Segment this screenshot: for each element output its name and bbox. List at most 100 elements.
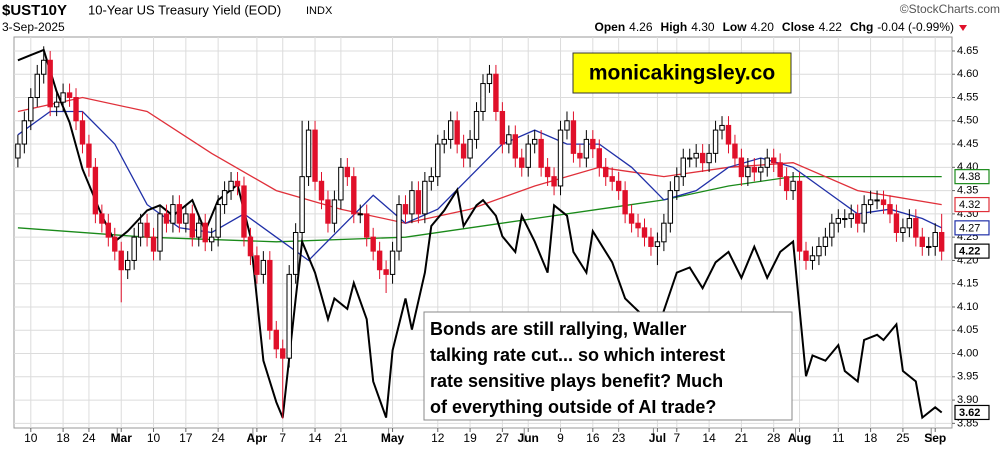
x-tick-label: 21 [334,431,348,445]
candle-body [383,269,389,275]
candle-body [331,199,338,224]
candle-body [389,250,396,275]
candle-body [286,273,292,359]
candle-body [486,73,493,85]
watermark-box [572,52,792,94]
instrument-name: 10-Year US Treasury Yield (EOD) [88,2,281,17]
candle-body [351,176,357,215]
candle-body [305,129,312,178]
candle-body [118,250,124,271]
candle-body [60,92,66,103]
candle-body [919,236,925,247]
candle-body [725,124,732,145]
y-tick-label: 4.55 [957,91,978,103]
candle-body [396,204,402,252]
candle-body [422,180,428,215]
last-value-box [954,169,990,185]
candle-body [635,222,641,229]
candle-body [803,250,809,261]
last-value-box [954,220,990,236]
y-tick-label: 4.15 [957,278,978,290]
x-tick-label: 19 [463,431,477,445]
x-tick-label: 14 [702,431,716,445]
x-tick-label: 11 [832,431,845,445]
candle-body [499,110,506,145]
candle-body [208,236,215,243]
candle-body [105,222,112,238]
candle-body [454,120,460,145]
candle-body [738,157,745,178]
candle-body [512,134,519,159]
quote-value: 4.22 [819,20,843,34]
candle-body [493,73,499,112]
candle-body [447,120,454,140]
candle-body [615,180,622,192]
candle-body [525,143,531,168]
x-tick-label: 10 [147,431,161,445]
annotation-text: talking rate cut... so which interest [430,345,725,365]
candle-body [280,348,286,359]
candle-body [693,152,699,159]
candle-body [325,199,331,224]
y-tick-label: 3.95 [957,371,978,383]
x-tick-label: 12 [431,431,445,445]
candle-body [564,120,570,131]
x-tick-label: 9 [557,431,564,445]
candle-body [467,138,473,159]
candle-body [887,204,893,215]
last-value-label: 3.62 [959,407,980,419]
last-value-label: 4.22 [959,246,980,258]
quote-label: High [661,20,688,34]
last-value-label: 4.27 [959,222,980,234]
quote-value: 4.26 [629,20,653,34]
x-tick-label: 7 [279,431,286,445]
x-tick-label: May [381,431,405,445]
y-tick-label: 4.45 [957,138,978,150]
candle-body [357,213,363,216]
candle-body [861,204,867,224]
annotation-text: of everything outside of AI trade? [430,397,716,417]
last-value-label: 4.32 [959,199,980,211]
candle-body [809,255,816,261]
quote-label: Chg [850,20,873,34]
y-tick-label: 3.85 [957,417,978,429]
x-tick-label: 21 [735,431,749,445]
candle-body [680,157,686,178]
candle-body [267,259,273,331]
annotation-text: rate sensitive plays benefit? Much [430,371,723,391]
candle-body [764,157,770,168]
x-tick-label: 18 [56,431,70,445]
candle-body [874,199,880,202]
candle-body [183,213,189,224]
x-tick-label: Mar [111,431,133,445]
candle-body [783,176,790,192]
candle-body [557,129,564,187]
candle-body [34,73,40,99]
quote: Open 4.26 High 4.30 Low 4.20 Close 4.22 Chg -0.04… [595,20,955,34]
candle-body [15,143,21,159]
candle-body [771,157,777,164]
candle-body [260,259,267,275]
candle-body [570,120,577,154]
candle-body [628,213,635,224]
candle-body [751,166,758,173]
candle-body [848,213,854,220]
x-tick-label: 18 [864,431,878,445]
x-tick-label: 17 [179,431,193,445]
x-tick-label: 10 [24,431,38,445]
candle-body [215,204,221,238]
x-tick-label: 24 [211,431,225,445]
candle-body [47,59,53,108]
candle-body [241,185,247,238]
candle-body [577,152,583,159]
candle-body [21,120,28,145]
candle-body [519,157,525,168]
candle-body [460,143,467,159]
quote-value: -0.04 (-0.99%) [877,20,954,34]
candle-body [376,250,383,271]
candle-body [816,245,822,257]
candle-body [596,148,602,168]
last-value-box [954,243,990,259]
last-value-label: 4.38 [959,171,980,183]
